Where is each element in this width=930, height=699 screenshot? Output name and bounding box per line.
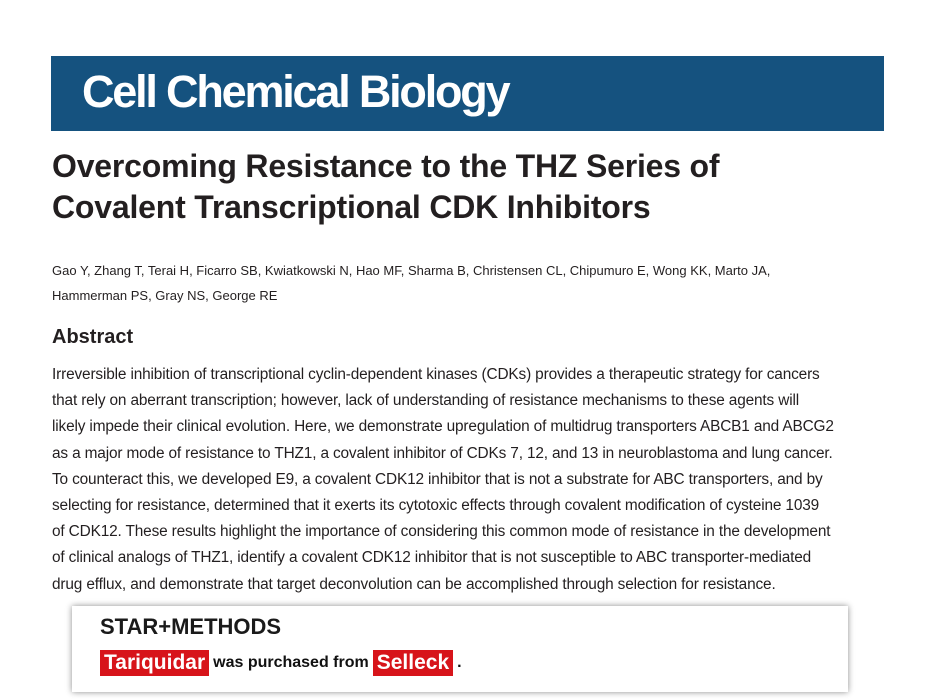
abstract-line: likely impede their clinical evolution. … [52, 418, 834, 436]
title-line: Overcoming Resistance to the THZ Series … [52, 148, 720, 184]
abstract-line: selecting for resistance, determined tha… [52, 497, 820, 515]
author-line: Gao Y, Zhang T, Terai H, Ficarro SB, Kwi… [52, 263, 771, 278]
product-highlight: Tariquidar [100, 650, 210, 676]
supplier-highlight: Selleck [372, 650, 454, 676]
abstract-line: of CDK12. These results highlight the im… [52, 523, 831, 541]
callout-text: was purchased from [213, 654, 369, 671]
author-line: Hammerman PS, Gray NS, George RE [52, 288, 278, 303]
abstract-heading: Abstract [52, 326, 134, 348]
star-methods-callout: STAR+METHODS Tariquidar was purchased fr… [72, 606, 848, 692]
abstract-line: drug efflux, and demonstrate that target… [52, 575, 776, 593]
abstract-line: as a major mode of resistance to THZ1, a… [52, 444, 833, 462]
abstract-line: To counteract this, we developed E9, a c… [52, 470, 823, 488]
abstract-line: of clinical analogs of THZ1, identify a … [52, 549, 812, 567]
callout-heading: STAR+METHODS [100, 614, 282, 639]
journal-banner: Cell Chemical Biology [51, 56, 884, 131]
journal-name: Cell Chemical Biology [82, 66, 511, 117]
abstract-line: Irreversible inhibition of transcription… [52, 366, 820, 383]
author-list: Gao Y, Zhang T, Terai H, Ficarro SB, Kwi… [52, 258, 770, 308]
article-title: Overcoming Resistance to the THZ Series … [52, 146, 720, 228]
title-line: Covalent Transcriptional CDK Inhibitors [52, 189, 651, 225]
abstract-line: that rely on aberrant transcription; how… [52, 392, 799, 410]
callout-sentence: Tariquidar was purchased from Selleck . [100, 650, 462, 676]
callout-period: . [457, 654, 462, 671]
abstract-body: Irreversible inhibition of transcription… [52, 362, 834, 598]
